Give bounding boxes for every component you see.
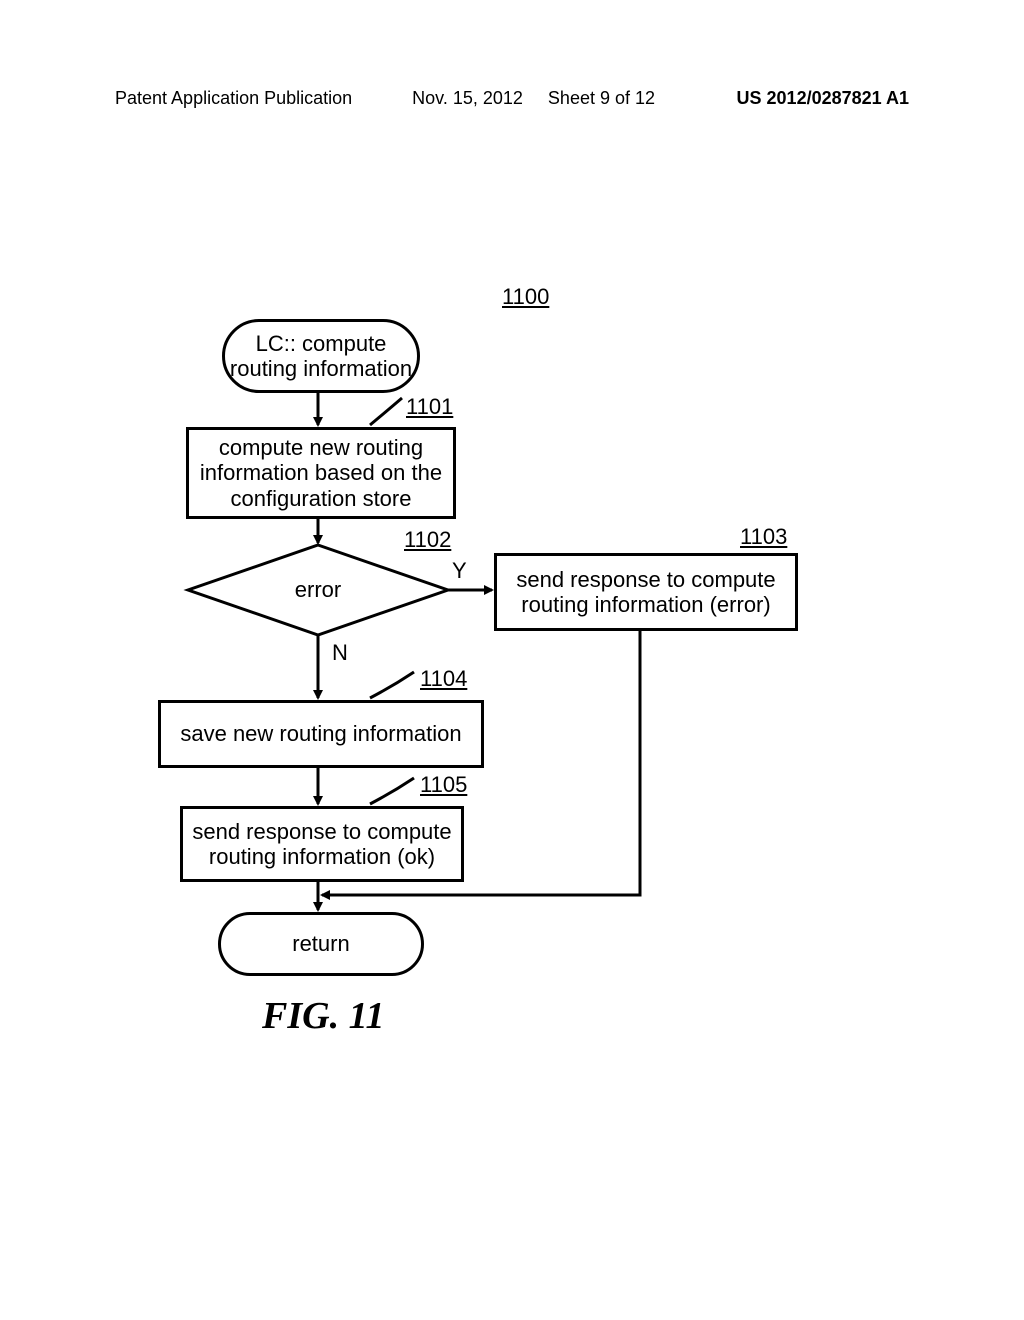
flow-step-1105: send response to compute routing informa… xyxy=(180,806,464,882)
flow-end: return xyxy=(218,912,424,976)
flow-start: LC:: compute routing information xyxy=(222,319,420,393)
figure-caption: FIG. 11 xyxy=(262,994,384,1038)
edge-label-no: N xyxy=(332,640,348,666)
flow-step-1104-text: save new routing information xyxy=(180,721,461,746)
edge-label-yes: Y xyxy=(452,558,467,584)
flow-decision-1102-text: error xyxy=(295,577,341,603)
flowchart-connectors xyxy=(0,0,1024,1320)
flow-step-1105-text: send response to compute routing informa… xyxy=(192,819,451,870)
flow-step-1101: compute new routing information based on… xyxy=(186,427,456,519)
flow-step-1101-text: compute new routing information based on… xyxy=(200,435,442,511)
figure-ref-1101: 1101 xyxy=(406,394,453,420)
flow-end-text: return xyxy=(292,931,349,956)
figure-ref-1100: 1100 xyxy=(502,284,549,310)
figure-ref-1105: 1105 xyxy=(420,772,467,798)
flow-step-1104: save new routing information xyxy=(158,700,484,768)
flow-start-text: LC:: compute routing information xyxy=(230,331,412,382)
figure-ref-1103: 1103 xyxy=(740,524,787,550)
flow-decision-1102: error xyxy=(188,545,448,635)
figure-ref-1104: 1104 xyxy=(420,666,467,692)
flow-step-1103-text: send response to compute routing informa… xyxy=(516,567,775,618)
flow-step-1103: send response to compute routing informa… xyxy=(494,553,798,631)
